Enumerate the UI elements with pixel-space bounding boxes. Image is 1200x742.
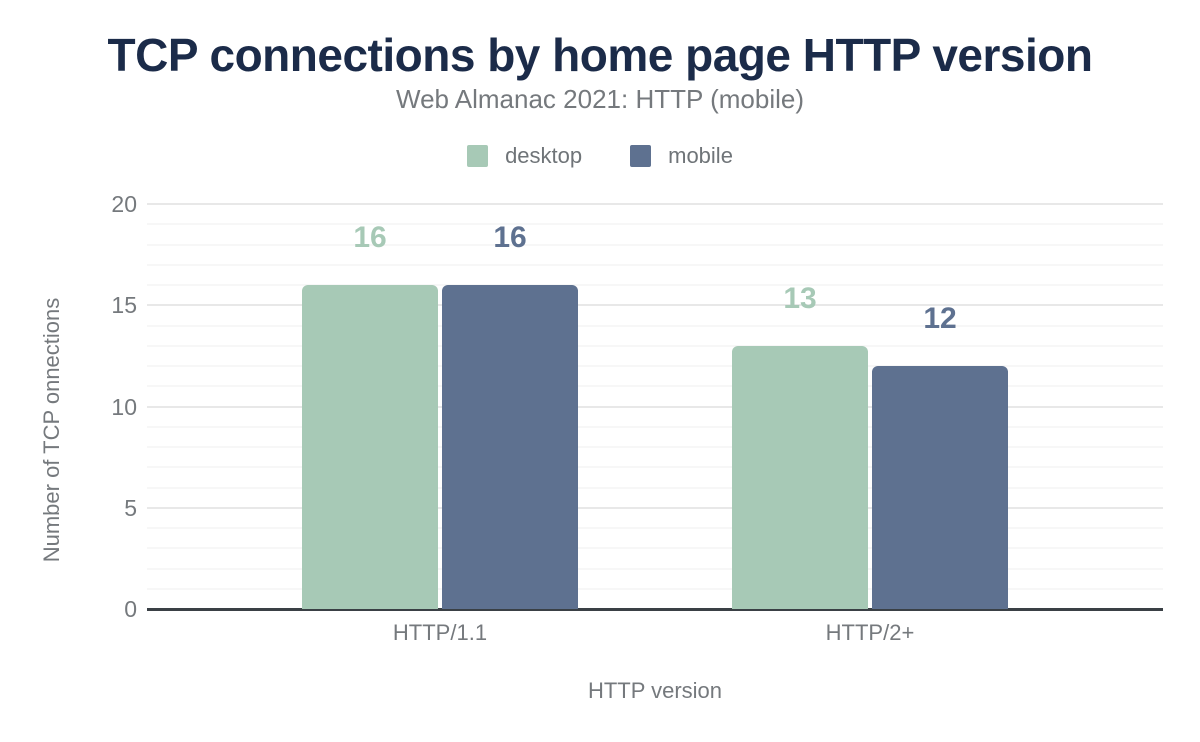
chart-title: TCP connections by home page HTTP versio… [107,29,1093,81]
minor-gridline [147,324,1163,327]
x-axis-title: HTTP version [587,678,723,703]
minor-gridline [147,243,1163,246]
major-gridline [147,304,1163,307]
value-label-mobile-http11: 16 [493,221,527,254]
value-label-desktop-http2: 13 [783,281,817,315]
legend-item-mobile[interactable]: mobile [630,143,733,169]
legend-label-mobile: mobile [668,143,733,168]
minor-gridline [147,547,1163,550]
minor-gridline [147,567,1163,570]
major-gridline [147,405,1163,408]
minor-gridline [147,486,1163,489]
major-gridline [147,506,1163,509]
minor-gridline [147,466,1163,469]
y-tick-label-20: 20 [111,191,137,217]
y-tick-label-0: 0 [124,596,137,622]
minor-gridline [147,284,1163,286]
bar-desktop-http2[interactable] [732,345,868,609]
minor-gridline [147,344,1163,347]
minor-gridline [147,263,1163,266]
y-tick-label-10: 10 [111,393,137,420]
plot-area [147,203,1163,611]
legend-label-desktop: desktop [505,143,583,168]
major-gridline [147,203,1163,205]
y-tick-label-15: 15 [111,292,137,319]
chart-subtitle: Web Almanac 2021: HTTP (mobile) [396,84,804,114]
legend: desktop mobile [0,143,1200,169]
bar-mobile-http11[interactable] [442,285,578,609]
minor-gridline [147,385,1163,388]
value-label-desktop-http11: 16 [353,221,387,254]
y-axis-title: Number of TCP onnections [39,297,64,563]
legend-swatch-desktop-icon [467,145,489,167]
value-label-mobile-http2: 12 [923,302,957,335]
minor-gridline [147,446,1163,448]
legend-swatch-mobile-icon [630,145,652,167]
minor-gridline [147,587,1163,590]
bar-desktop-http11[interactable] [302,285,438,609]
x-tick-label-http2: HTTP/2+ [825,620,915,645]
y-tick-label-5: 5 [124,494,137,521]
legend-item-desktop[interactable]: desktop [467,143,582,169]
minor-gridline [147,223,1163,226]
minor-gridline [147,365,1163,367]
x-tick-label-http11: HTTP/1.1 [392,620,488,645]
minor-gridline [147,527,1163,529]
x-axis-line [147,608,1163,611]
minor-gridline [147,425,1163,428]
bar-mobile-http2[interactable] [872,366,1008,609]
